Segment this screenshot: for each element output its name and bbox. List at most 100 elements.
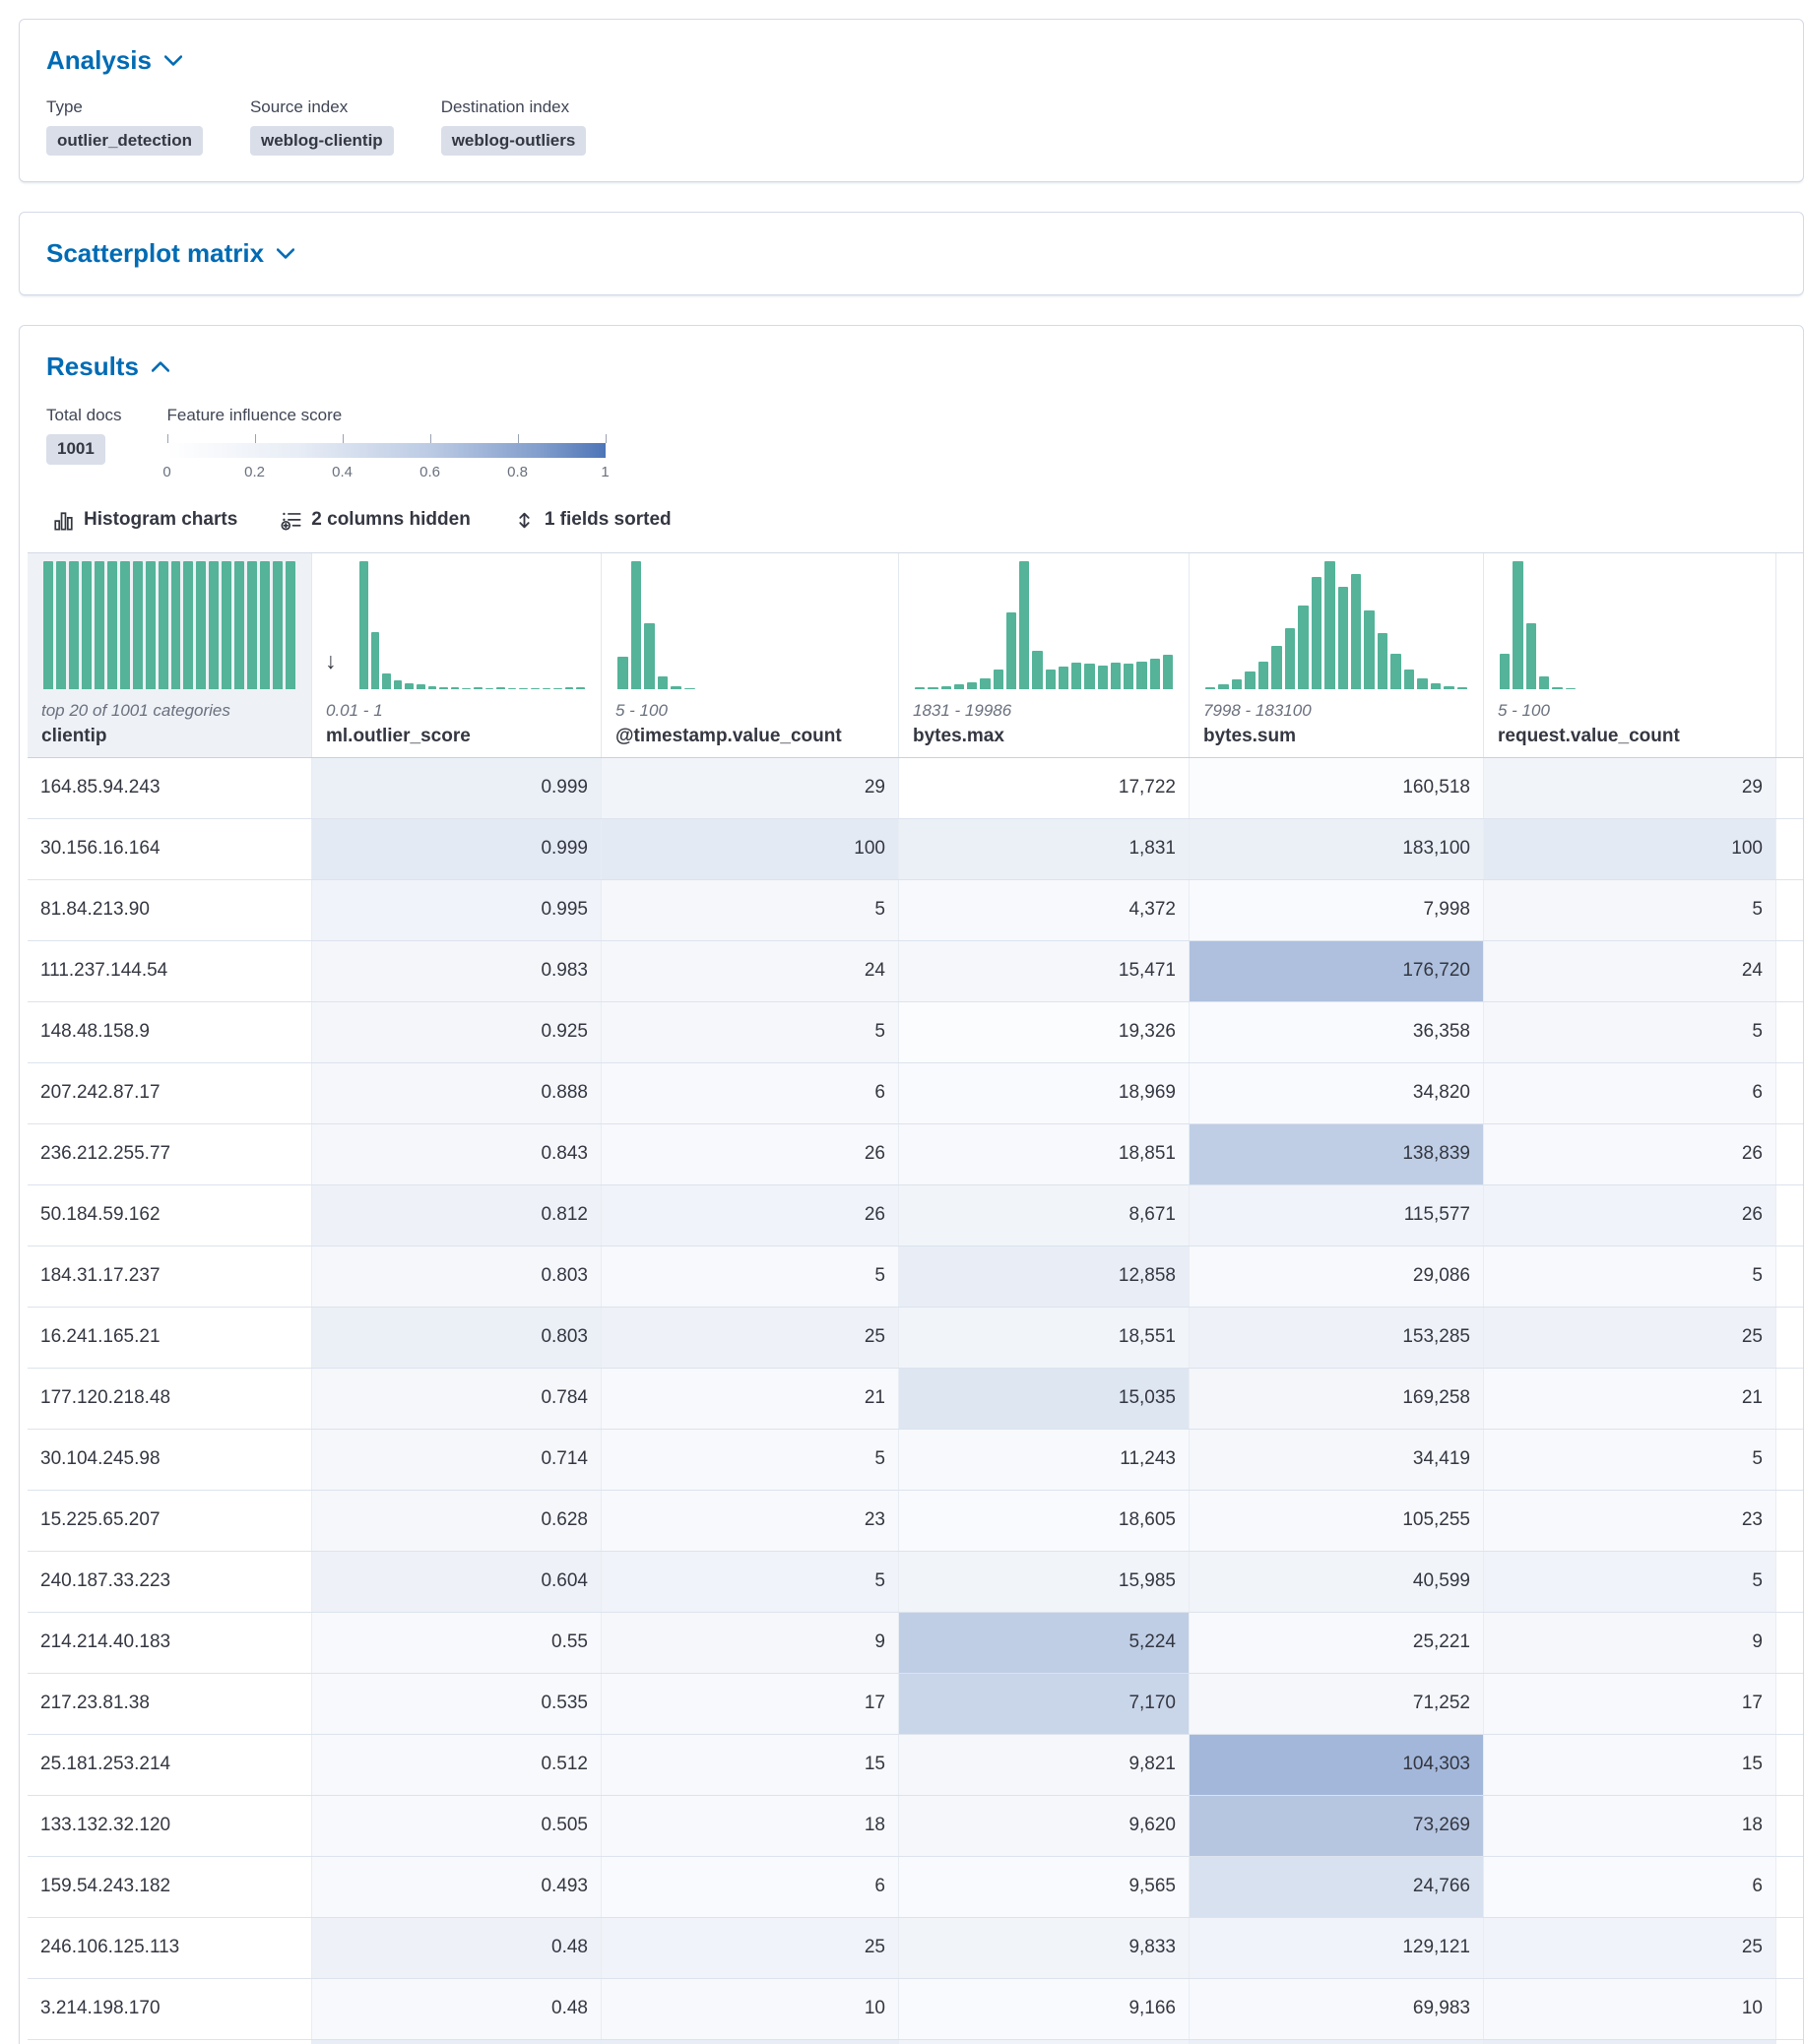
cell-ml-outlier-score[interactable]: 0.803 [312, 1308, 602, 1369]
cell-ml-outlier-score[interactable]: 0.604 [312, 1552, 602, 1613]
cell-bytes-max[interactable]: 9,620 [899, 1796, 1190, 1857]
cell-request-value-count[interactable]: 23 [1484, 1491, 1776, 1552]
cell-request-value-count[interactable]: 15 [1484, 1735, 1776, 1796]
cell-clientip[interactable]: 164.85.94.243 [28, 758, 312, 819]
cell-bytes-sum[interactable]: 105,255 [1190, 1491, 1484, 1552]
cell-bytes-max[interactable]: 11,243 [899, 1430, 1190, 1491]
cell-clientip[interactable]: 3.214.198.170 [28, 1979, 312, 2040]
column-header-bytes-sum[interactable]: 7998 - 183100 bytes.sum [1190, 553, 1484, 758]
columns-hidden-button[interactable]: 2 columns hidden [281, 509, 471, 531]
cell-ml-outlier-score[interactable]: 0.995 [312, 880, 602, 941]
cell-timestamp-value-count[interactable]: 17 [602, 1674, 899, 1735]
cell-timestamp-value-count[interactable]: 26 [602, 1185, 899, 1246]
cell-timestamp-value-count[interactable]: 5 [602, 1552, 899, 1613]
cell-bytes-sum[interactable]: 169,258 [1190, 1369, 1484, 1430]
cell-timestamp-value-count[interactable]: 18 [602, 1796, 899, 1857]
cell-request-value-count[interactable]: 5 [1484, 1552, 1776, 1613]
cell-ml-outlier-score[interactable]: 0.512 [312, 1735, 602, 1796]
cell-ml-outlier-score[interactable]: 0.714 [312, 1430, 602, 1491]
cell-timestamp-value-count[interactable]: 6 [602, 1857, 899, 1918]
cell-ml-outlier-score[interactable]: 0.843 [312, 1124, 602, 1185]
cell-bytes-max[interactable]: 5,224 [899, 1613, 1190, 1674]
cell-request-value-count[interactable]: 21 [1484, 1369, 1776, 1430]
cell-clientip[interactable]: 217.23.81.38 [28, 1674, 312, 1735]
cell-clientip[interactable]: 214.214.40.183 [28, 1613, 312, 1674]
cell-clientip[interactable]: 133.132.32.120 [28, 1796, 312, 1857]
cell-ml-outlier-score[interactable]: 0.803 [312, 1246, 602, 1308]
cell-timestamp-value-count[interactable]: 21 [602, 1369, 899, 1430]
cell-bytes-sum[interactable]: 153,285 [1190, 1308, 1484, 1369]
cell-timestamp-value-count[interactable]: 29 [602, 758, 899, 819]
cell-clientip[interactable]: 240.187.33.223 [28, 1552, 312, 1613]
cell-bytes-sum[interactable]: 183,100 [1190, 819, 1484, 880]
cell-ml-outlier-score[interactable]: 0.505 [312, 1796, 602, 1857]
cell-request-value-count[interactable] [1484, 2040, 1776, 2044]
cell-bytes-max[interactable]: 8,671 [899, 1185, 1190, 1246]
cell-request-value-count[interactable]: 9 [1484, 1613, 1776, 1674]
cell-request-value-count[interactable]: 25 [1484, 1308, 1776, 1369]
cell-timestamp-value-count[interactable]: 25 [602, 1308, 899, 1369]
cell-ml-outlier-score[interactable]: 0.628 [312, 1491, 602, 1552]
cell-bytes-max[interactable]: 7,170 [899, 1674, 1190, 1735]
cell-request-value-count[interactable]: 29 [1484, 758, 1776, 819]
cell-timestamp-value-count[interactable]: 24 [602, 941, 899, 1002]
cell-ml-outlier-score[interactable]: 0.999 [312, 819, 602, 880]
cell-clientip[interactable]: 111.237.144.54 [28, 941, 312, 1002]
cell-clientip[interactable] [28, 2040, 312, 2044]
cell-timestamp-value-count[interactable]: 15 [602, 1735, 899, 1796]
cell-request-value-count[interactable]: 5 [1484, 880, 1776, 941]
cell-ml-outlier-score[interactable]: 0.493 [312, 1857, 602, 1918]
cell-bytes-max[interactable]: 15,471 [899, 941, 1190, 1002]
cell-clientip[interactable]: 184.31.17.237 [28, 1246, 312, 1308]
cell-bytes-max[interactable]: 19,326 [899, 1002, 1190, 1063]
cell-clientip[interactable]: 236.212.255.77 [28, 1124, 312, 1185]
cell-clientip[interactable]: 246.106.125.113 [28, 1918, 312, 1979]
cell-bytes-max[interactable]: 9,166 [899, 1979, 1190, 2040]
cell-bytes-max[interactable]: 4,372 [899, 880, 1190, 941]
cell-ml-outlier-score[interactable]: 0.784 [312, 1369, 602, 1430]
cell-bytes-max[interactable]: 1,831 [899, 819, 1190, 880]
cell-ml-outlier-score[interactable] [312, 2040, 602, 2044]
fields-sorted-button[interactable]: 1 fields sorted [514, 509, 672, 531]
cell-ml-outlier-score[interactable]: 0.999 [312, 758, 602, 819]
cell-timestamp-value-count[interactable]: 25 [602, 1918, 899, 1979]
cell-request-value-count[interactable]: 5 [1484, 1002, 1776, 1063]
analysis-panel-toggle[interactable]: Analysis [46, 45, 182, 76]
cell-ml-outlier-score[interactable]: 0.535 [312, 1674, 602, 1735]
cell-timestamp-value-count[interactable] [602, 2040, 899, 2044]
cell-bytes-sum[interactable]: 34,419 [1190, 1430, 1484, 1491]
column-header-request-value-count[interactable]: 5 - 100 request.value_count [1484, 553, 1776, 758]
cell-bytes-max[interactable]: 9,565 [899, 1857, 1190, 1918]
cell-bytes-sum[interactable]: 34,820 [1190, 1063, 1484, 1124]
histogram-charts-button[interactable]: Histogram charts [53, 509, 237, 531]
cell-bytes-sum[interactable]: 69,983 [1190, 1979, 1484, 2040]
cell-bytes-max[interactable]: 18,969 [899, 1063, 1190, 1124]
cell-bytes-max[interactable]: 17,722 [899, 758, 1190, 819]
column-header-clientip[interactable]: top 20 of 1001 categories clientip [28, 553, 312, 758]
cell-timestamp-value-count[interactable]: 5 [602, 1002, 899, 1063]
cell-bytes-sum[interactable]: 73,269 [1190, 1796, 1484, 1857]
cell-timestamp-value-count[interactable]: 100 [602, 819, 899, 880]
cell-clientip[interactable]: 81.84.213.90 [28, 880, 312, 941]
cell-timestamp-value-count[interactable]: 23 [602, 1491, 899, 1552]
cell-clientip[interactable]: 30.104.245.98 [28, 1430, 312, 1491]
cell-request-value-count[interactable]: 5 [1484, 1430, 1776, 1491]
cell-bytes-sum[interactable]: 40,599 [1190, 1552, 1484, 1613]
cell-ml-outlier-score[interactable]: 0.888 [312, 1063, 602, 1124]
cell-clientip[interactable]: 25.181.253.214 [28, 1735, 312, 1796]
cell-bytes-sum[interactable]: 176,720 [1190, 941, 1484, 1002]
cell-request-value-count[interactable]: 25 [1484, 1918, 1776, 1979]
cell-request-value-count[interactable]: 26 [1484, 1185, 1776, 1246]
cell-bytes-max[interactable]: 18,851 [899, 1124, 1190, 1185]
cell-bytes-max[interactable]: 15,985 [899, 1552, 1190, 1613]
column-header-ml-outlier-score[interactable]: ↓ 0.01 - 1 ml.outlier_score [312, 553, 602, 758]
scatterplot-matrix-toggle[interactable]: Scatterplot matrix [46, 238, 295, 269]
cell-bytes-sum[interactable]: 104,303 [1190, 1735, 1484, 1796]
cell-bytes-max[interactable]: 18,551 [899, 1308, 1190, 1369]
column-header-bytes-max[interactable]: 1831 - 19986 bytes.max [899, 553, 1190, 758]
cell-bytes-sum[interactable]: 138,839 [1190, 1124, 1484, 1185]
cell-timestamp-value-count[interactable]: 6 [602, 1063, 899, 1124]
cell-bytes-max[interactable]: 12,858 [899, 1246, 1190, 1308]
cell-request-value-count[interactable]: 26 [1484, 1124, 1776, 1185]
cell-request-value-count[interactable]: 17 [1484, 1674, 1776, 1735]
